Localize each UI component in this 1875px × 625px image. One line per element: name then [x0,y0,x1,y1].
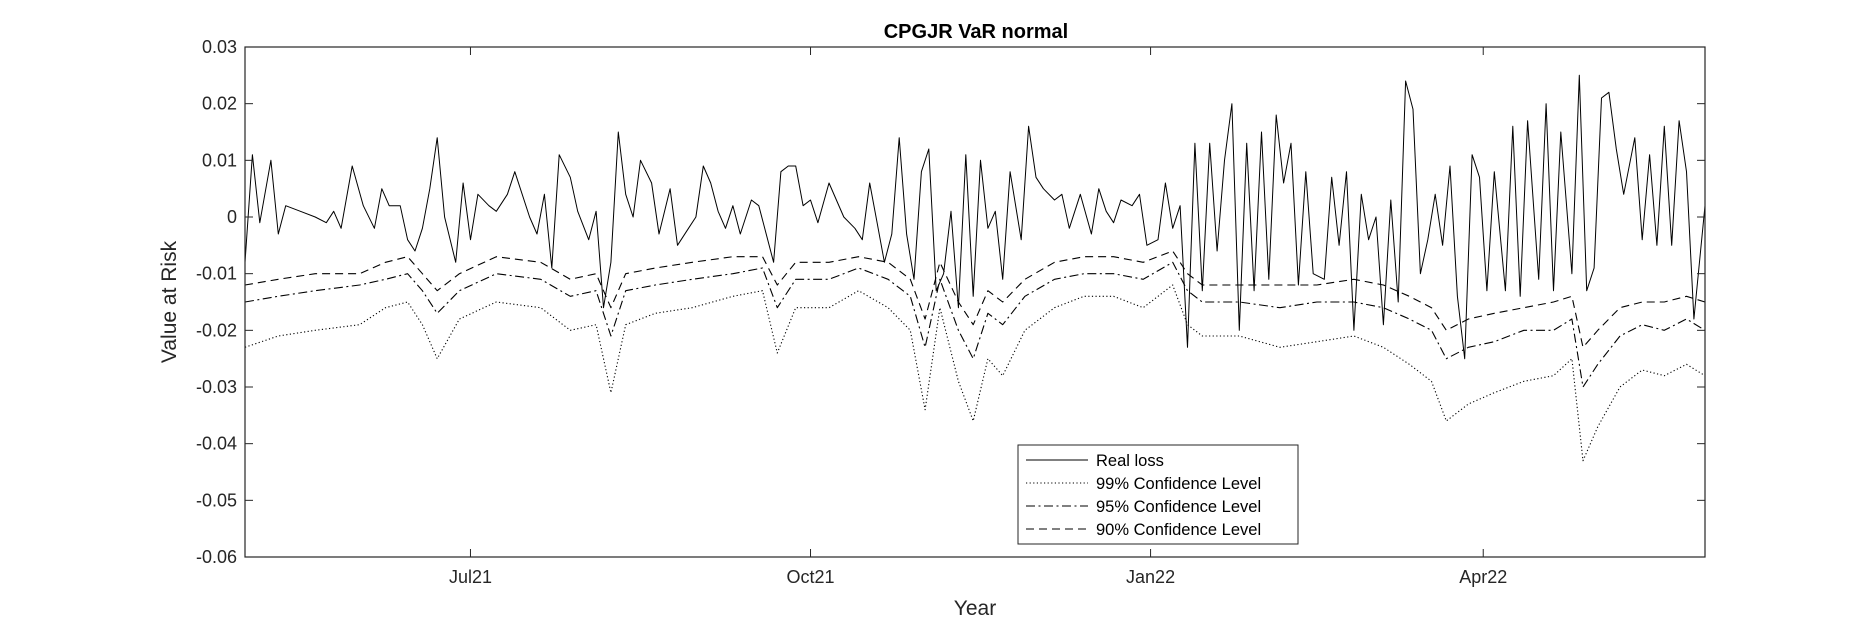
legend-label-3: 90% Confidence Level [1096,521,1261,539]
series-line-3 [244,250,1706,348]
legend-box [1017,444,1299,545]
x-tick-label: Apr22 [1459,567,1507,587]
y-tick-label: 0 [227,207,237,227]
y-tick-label: 0.03 [202,37,237,57]
y-tick-label: -0.03 [196,377,237,397]
y-axis: 0.03 0.02 0.01 0 -0.01 -0.02 -0.03 -0.04 -0.05 -0… [196,37,1705,567]
y-tick-label: -0.02 [196,320,237,340]
y-tick-label: 0.01 [202,150,237,170]
y-tick-label: -0.04 [196,434,237,454]
x-axis: Jul21 Oct21 Jan22 Apr22 [449,47,1507,587]
y-tick-label: 0.02 [202,94,237,114]
y-tick-label: -0.06 [196,547,237,567]
y-tick-label: -0.01 [196,264,237,284]
y-axis-label: Value at Risk [158,240,181,363]
legend: Real loss 99% Confidence Level 95% Confide… [1017,444,1299,545]
x-tick-label: Jul21 [449,567,492,587]
legend-label-2: 95% Confidence Level [1096,498,1261,516]
y-tick-label: -0.05 [196,490,237,510]
series-line-0 [244,74,1706,360]
x-tick-label: Oct21 [787,567,835,587]
series-line-2 [244,261,1706,388]
legend-label-0: Real loss [1096,452,1164,470]
plot-frame [244,46,1706,558]
plot-area [245,47,1705,557]
chart-title: CPGJR VaR normal [884,21,1069,43]
x-axis-label: Year [954,597,996,620]
legend-label-1: 99% Confidence Level [1096,475,1261,493]
x-tick-label: Jan22 [1126,567,1175,587]
series-layer [244,74,1706,462]
